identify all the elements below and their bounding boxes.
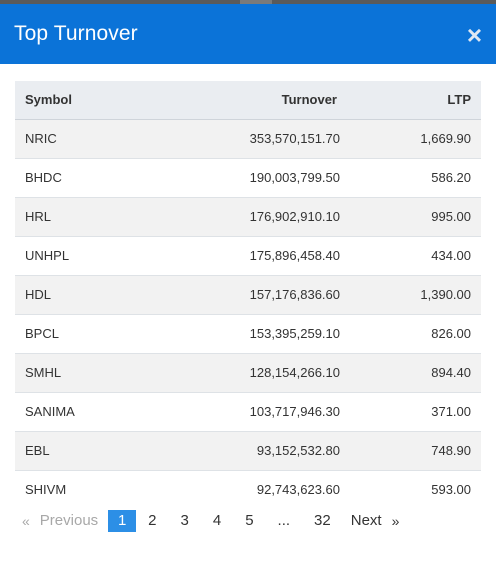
cell-ltp: 593.00	[340, 469, 481, 509]
cell-symbol: BPCL	[15, 313, 175, 353]
dialog-title: Top Turnover	[14, 22, 138, 45]
previous-arrow-icon[interactable]: «	[22, 513, 30, 529]
page-list: 1 2 3 4 5... 32	[108, 510, 343, 532]
turnover-table-container: Symbol Turnover LTP NRIC 353,570,151.70 1,…	[15, 81, 481, 509]
page-2-button[interactable]: 2	[148, 512, 157, 529]
cell-turnover: 103,717,946.30	[175, 391, 340, 431]
cell-symbol: HDL	[15, 274, 175, 314]
table-row[interactable]: EBL 93,152,532.80 748.90	[15, 430, 481, 470]
page-3-button[interactable]: 3	[180, 512, 189, 529]
cell-turnover: 93,152,532.80	[175, 430, 340, 470]
cell-turnover: 157,176,836.60	[175, 274, 340, 314]
page-4-button[interactable]: 4	[212, 512, 222, 529]
cell-symbol: SMHL	[15, 352, 175, 392]
turnover-table: Symbol Turnover LTP NRIC 353,570,151.70 1,…	[15, 81, 481, 509]
cell-turnover: 153,395,259.10	[175, 313, 340, 353]
cell-ltp: 995.00	[340, 196, 481, 236]
next-button[interactable]: Next	[350, 512, 382, 529]
cell-turnover: 92,743,623.60	[175, 469, 340, 509]
cell-ltp: 1,390.00	[340, 274, 481, 314]
table-header-row: Symbol Turnover LTP	[15, 81, 481, 120]
page-ellipsis: ...	[277, 512, 291, 529]
dialog-header: Top Turnover ×	[0, 4, 496, 64]
table-row[interactable]: HRL 176,902,910.10 995.00	[15, 196, 481, 236]
next-arrow-icon[interactable]: »	[391, 513, 400, 529]
table-row[interactable]: BHDC 190,003,799.50 586.20	[15, 157, 481, 197]
cell-ltp: 826.00	[340, 313, 481, 353]
table-row[interactable]: HDL 157,176,836.60 1,390.00	[15, 274, 481, 314]
cell-turnover: 190,003,799.50	[175, 157, 340, 197]
table-body: NRIC 353,570,151.70 1,669.90 BHDC 190,003,79…	[15, 118, 481, 509]
cell-symbol: EBL	[15, 430, 175, 470]
top-border-segment	[240, 0, 272, 4]
page-32-button[interactable]: 32	[314, 512, 331, 529]
cell-turnover: 176,902,910.10	[175, 196, 340, 236]
table-row[interactable]: SMHL 128,154,266.10 894.40	[15, 352, 481, 392]
page-1-button[interactable]: 1	[108, 510, 137, 532]
cell-turnover: 128,154,266.10	[175, 352, 340, 392]
cell-turnover: 353,570,151.70	[175, 118, 340, 158]
cell-ltp: 894.40	[340, 352, 481, 392]
cell-symbol: NRIC	[15, 118, 175, 158]
close-icon[interactable]: ×	[466, 20, 482, 50]
cell-ltp: 748.90	[340, 430, 481, 470]
table-header: Symbol Turnover LTP	[15, 81, 481, 120]
table-row[interactable]: NRIC 353,570,151.70 1,669.90	[15, 118, 481, 158]
cell-ltp: 586.20	[340, 157, 481, 197]
page-5-button[interactable]: 5	[245, 512, 254, 529]
top-border	[0, 0, 496, 4]
cell-ltp: 1,669.90	[340, 118, 481, 158]
cell-symbol: HRL	[15, 196, 175, 236]
table-row[interactable]: BPCL 153,395,259.10 826.00	[15, 313, 481, 353]
cell-symbol: UNHPL	[15, 235, 175, 275]
column-header-turnover[interactable]: Turnover	[175, 81, 340, 120]
cell-symbol: SHIVM	[15, 469, 175, 509]
pagination: « Previous 1 2 3 4 5... 32 Next »	[22, 510, 399, 532]
column-header-symbol[interactable]: Symbol	[15, 81, 175, 120]
column-header-ltp[interactable]: LTP	[340, 81, 481, 120]
cell-symbol: BHDC	[15, 157, 175, 197]
cell-ltp: 371.00	[340, 391, 481, 431]
table-row[interactable]: UNHPL 175,896,458.40 434.00	[15, 235, 481, 275]
table-row[interactable]: SHIVM 92,743,623.60 593.00	[15, 469, 481, 509]
table-row[interactable]: SANIMA 103,717,946.30 371.00	[15, 391, 481, 431]
cell-symbol: SANIMA	[15, 391, 175, 431]
previous-button[interactable]: Previous	[39, 512, 99, 529]
cell-turnover: 175,896,458.40	[175, 235, 340, 275]
cell-ltp: 434.00	[340, 235, 481, 275]
